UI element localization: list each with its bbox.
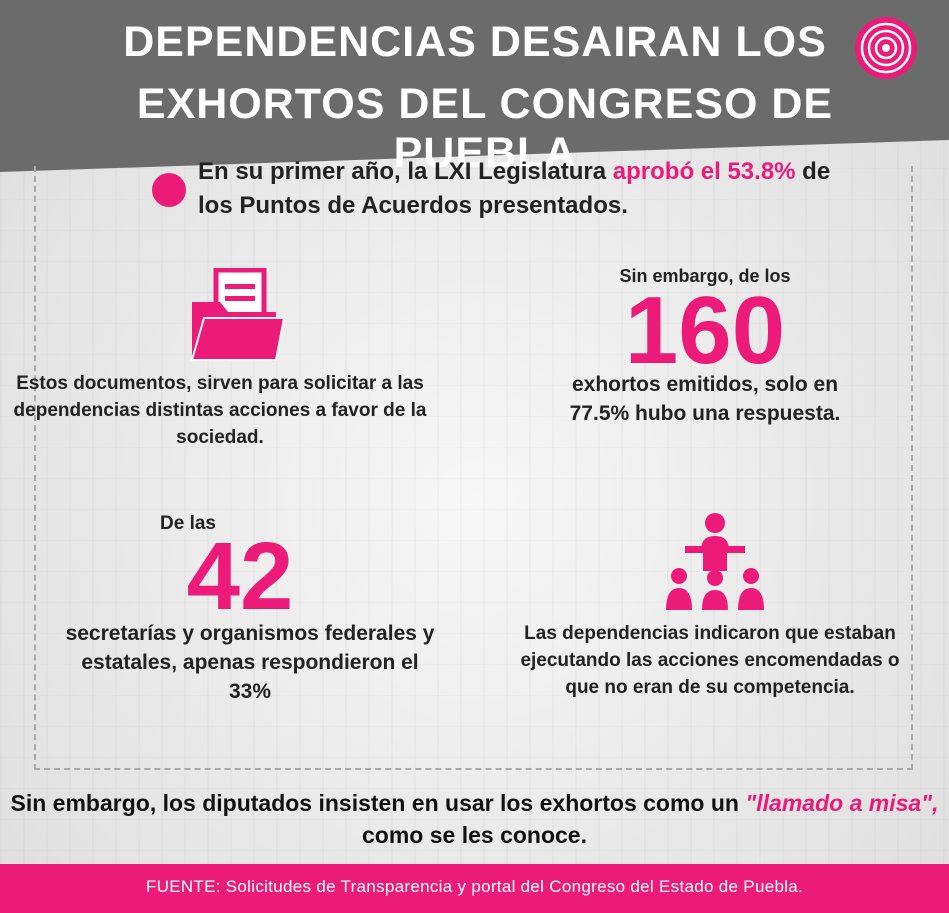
bullet-dot [152,173,186,207]
title-line-1: DEPENDENCIAS DESAIRAN LOS [123,18,827,66]
intro-text-before: En su primer año, la LXI Legislatura [198,158,613,185]
footer-bar: FUENTE: Solicitudes de Transparencia y p… [0,864,949,913]
dependencies-text: Las dependencias indicaron que estaban e… [520,623,900,698]
intro-highlight: aprobó el 53.8% [612,158,796,185]
lead-42: De las [160,513,216,534]
lead-160: Sin embargo, de los [619,266,791,286]
intro-text: En su primer año, la LXI Legislatura apr… [198,155,838,223]
header-banner [0,0,949,200]
number-160: 160 [624,277,786,384]
documents-text: Estos documentos, sirven para solicitar … [13,373,427,448]
folder-icon [190,268,286,361]
closing-text: Sin embargo, los diputados insisten en u… [0,787,949,851]
footer-source: FUENTE: Solicitudes de Transparencia y p… [145,877,804,896]
closing-quote: "llamado a misa", [745,790,939,816]
text-42: secretarías y organismos federales y est… [65,622,435,703]
closing-text-before: Sin embargo, los diputados insisten en u… [10,790,746,816]
title-line-2: EXHORTOS DEL CONGRESO DE PUEBLA [136,80,834,177]
header-shape [0,0,949,172]
concentric-circles-logo-icon [855,17,917,79]
intro-text-after: de los Puntos de Acuerdos presentados. [198,158,831,219]
speaker-audience-icon [666,513,764,610]
closing-text-after: como se les conoce. [362,822,587,848]
text-160: exhortos emitidos, solo en 77.5% hubo un… [569,373,841,425]
number-42: 42 [186,523,294,630]
content-frame [34,166,913,770]
